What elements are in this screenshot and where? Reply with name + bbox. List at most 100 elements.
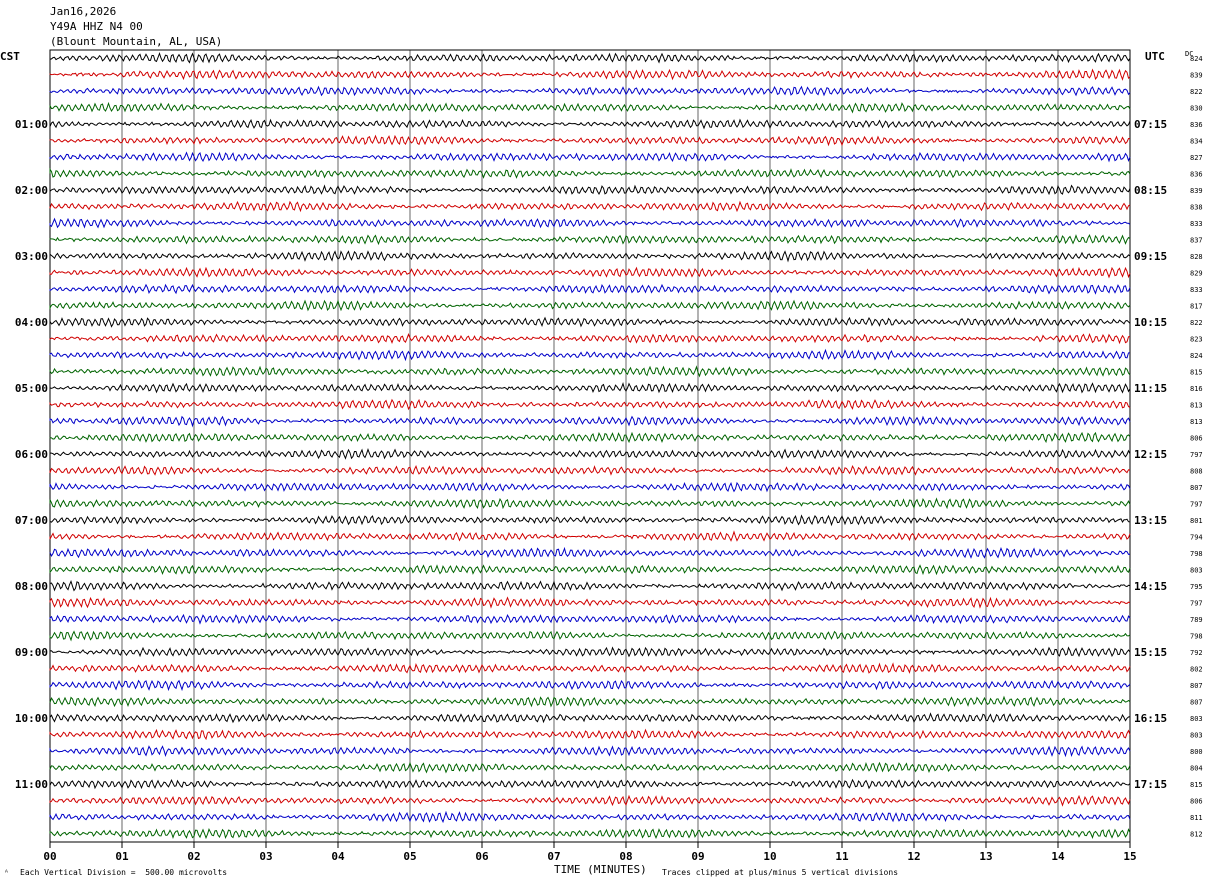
dc-offset-label: 822 [1190, 319, 1203, 327]
trace-line [49, 613, 1131, 625]
right-hour-label: 15:15 [1134, 646, 1167, 659]
trace-line [49, 596, 1131, 609]
x-tick-label: 14 [1051, 850, 1065, 863]
trace-line [49, 167, 1131, 179]
trace-line [49, 101, 1131, 114]
dc-offset-label: 806 [1190, 435, 1203, 443]
dc-offset-label: 836 [1190, 121, 1203, 129]
left-hour-label: 09:00 [15, 646, 48, 659]
right-hour-label: 17:15 [1134, 778, 1167, 791]
station-location: (Blount Mountain, AL, USA) [50, 35, 223, 48]
grid-lines [121, 50, 1059, 842]
right-hour-label: 11:15 [1134, 382, 1167, 395]
dc-offset-label: 828 [1190, 253, 1203, 261]
dc-offset-label: 802 [1190, 666, 1203, 674]
trace-line [49, 398, 1131, 411]
left-hour-label: 08:00 [15, 580, 48, 593]
trace-line [49, 564, 1131, 576]
trace-line [49, 728, 1131, 741]
x-tick-label: 09 [691, 850, 704, 863]
dc-offset-label: 839 [1190, 72, 1203, 80]
dc-offset-label: 837 [1190, 237, 1203, 245]
trace-line [49, 51, 1131, 64]
left-hour-label: 06:00 [15, 448, 48, 461]
scale-icon: ᴬ [4, 868, 9, 877]
left-time-labels: 01:00 02:00 03:00 04:00 05:00 06:00 07:00 08:00… [15, 118, 48, 791]
x-tick-label: 10 [763, 850, 776, 863]
dc-offset-label: 806 [1190, 798, 1203, 806]
right-hour-label: 14:15 [1134, 580, 1167, 593]
right-hour-label: 16:15 [1134, 712, 1167, 725]
trace-line [49, 695, 1131, 708]
dc-offset-label: 807 [1190, 699, 1203, 707]
left-hour-label: 11:00 [15, 778, 48, 791]
right-hour-label: 13:15 [1134, 514, 1167, 527]
dc-offset-label: 803 [1190, 732, 1203, 740]
right-time-labels: 07:15 08:15 09:15 10:15 11:15 12:15 13:15 14:15… [1134, 118, 1167, 791]
left-hour-label: 03:00 [15, 250, 48, 263]
trace-line [49, 381, 1131, 394]
trace-line [49, 481, 1131, 493]
dc-offset-label: 823 [1190, 336, 1203, 344]
dc-offset-label: 798 [1190, 633, 1203, 641]
x-tick-label: 04 [331, 850, 345, 863]
dc-offset-label: 816 [1190, 385, 1203, 393]
trace-line [49, 646, 1131, 658]
dc-offset-label: 811 [1190, 814, 1203, 822]
dc-offset-label: 824 [1190, 352, 1203, 360]
trace-line [49, 118, 1131, 130]
trace-line [49, 546, 1131, 559]
trace-line [49, 134, 1131, 147]
right-hour-label: 09:15 [1134, 250, 1167, 263]
left-hour-label: 07:00 [15, 514, 48, 527]
dc-offset-label: 808 [1190, 468, 1203, 476]
trace-line [49, 217, 1131, 229]
left-timezone-label: CST [0, 50, 20, 63]
dc-offset-label: 800 [1190, 748, 1203, 756]
x-tick-label: 00 [43, 850, 56, 863]
x-tick-label: 08 [619, 850, 632, 863]
trace-line [49, 827, 1131, 840]
trace-line [49, 579, 1131, 592]
right-timezone-label: UTC [1145, 50, 1165, 63]
dc-offset-label: 797 [1190, 451, 1203, 459]
trace-line [49, 497, 1131, 510]
trace-line [49, 530, 1131, 542]
dc-offset-label: 804 [1190, 765, 1203, 773]
dc-offset-label: 807 [1190, 682, 1203, 690]
station-code: Y49A HHZ N4 00 [50, 20, 143, 33]
right-hour-label: 08:15 [1134, 184, 1167, 197]
dc-offset-label: 803 [1190, 715, 1203, 723]
x-tick-label: 05 [403, 850, 416, 863]
dc-offset-label: 815 [1190, 781, 1203, 789]
x-tick-label: 07 [547, 850, 560, 863]
trace-line [49, 712, 1131, 724]
x-tick-label: 06 [475, 850, 489, 863]
clip-note: Traces clipped at plus/minus 5 vertical … [662, 868, 899, 877]
dc-offset-label: 794 [1190, 534, 1203, 542]
trace-line [49, 761, 1131, 774]
plot-frame [49, 49, 1131, 843]
trace-line [49, 745, 1131, 758]
dc-offset-label: 815 [1190, 369, 1203, 377]
trace-line [49, 679, 1131, 692]
left-hour-label: 01:00 [15, 118, 48, 131]
trace-line [49, 348, 1131, 362]
dc-offset-label: 833 [1190, 220, 1203, 228]
trace-line [49, 299, 1131, 312]
plot-date: Jan16,2026 [50, 5, 117, 18]
x-tick-label: 01 [115, 850, 129, 863]
dc-offset-label: 792 [1190, 649, 1203, 657]
trace-line [49, 283, 1131, 295]
x-axis-title: TIME (MINUTES) [554, 863, 647, 876]
trace-line [49, 630, 1131, 642]
dc-offset-label: 812 [1190, 831, 1203, 839]
trace-group [49, 51, 1131, 840]
trace-line [49, 365, 1131, 378]
trace-line [49, 85, 1131, 97]
trace-line [49, 250, 1131, 263]
trace-line [49, 68, 1131, 81]
right-hour-label: 07:15 [1134, 118, 1167, 131]
right-hour-label: 10:15 [1134, 316, 1167, 329]
